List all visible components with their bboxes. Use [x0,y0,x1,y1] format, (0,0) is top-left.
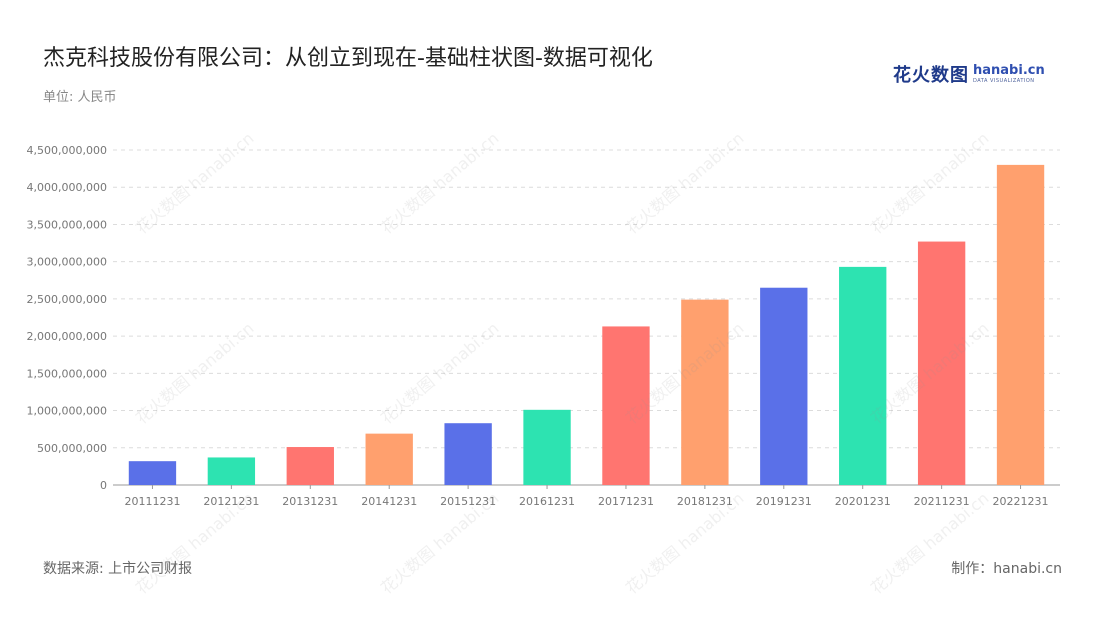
y-tick-label: 3,500,000,000 [27,218,107,231]
bar-20161231 [523,409,571,485]
bar-20221231 [996,164,1045,485]
y-tick-label: 2,000,000,000 [27,330,107,343]
bar-20121231 [207,457,256,485]
x-tick-label: 20151231 [440,495,496,508]
x-tick-label: 20131231 [282,495,338,508]
bar-20151231 [444,423,492,485]
bar-20181231 [681,299,729,485]
y-tick-label: 3,000,000,000 [27,256,107,269]
x-tick-label: 20111231 [124,495,180,508]
x-tick-label: 20201231 [835,495,891,508]
bar-20141231 [365,433,413,485]
credit-label: 制作：hanabi.cn [951,561,1062,577]
chart-title: 杰克科技股份有限公司：从创立到现在-基础柱状图-数据可视化 [43,46,653,71]
logo-english-block: hanabi.cn DATA VISUALIZATION [973,64,1045,84]
brand-logo: 花火数图 hanabi.cn DATA VISUALIZATION [893,60,1045,88]
bar-20171231 [602,326,650,485]
bar-20211231 [917,241,966,485]
x-tick-label: 20141231 [361,495,417,508]
y-tick-label: 0 [100,479,107,492]
y-tick-label: 1,000,000,000 [27,405,107,418]
x-tick-label: 20171231 [598,495,654,508]
x-tick-label: 20221231 [993,495,1049,508]
x-tick-label: 20211231 [914,495,970,508]
y-tick-label: 1,500,000,000 [27,367,107,380]
bar-20131231 [286,447,334,485]
bar-20191231 [760,287,808,485]
logo-chinese-text: 花火数图 [893,65,969,86]
bar-20111231 [128,461,177,485]
y-tick-label: 2,500,000,000 [27,293,107,306]
logo-english-text: hanabi.cn [973,63,1045,78]
x-tick-label: 20191231 [756,495,812,508]
y-tick-label: 4,500,000,000 [27,144,107,157]
y-tick-label: 500,000,000 [37,442,107,455]
x-tick-label: 20181231 [677,495,733,508]
data-source: 数据来源: 上市公司财报 [43,561,193,577]
unit-label: 单位: 人民币 [43,90,117,105]
y-tick-label: 4,000,000,000 [27,181,107,194]
x-tick-label: 20121231 [203,495,259,508]
logo-subtext: DATA VISUALIZATION [973,78,1035,84]
x-tick-label: 20161231 [519,495,575,508]
bar-20201231 [839,266,887,485]
